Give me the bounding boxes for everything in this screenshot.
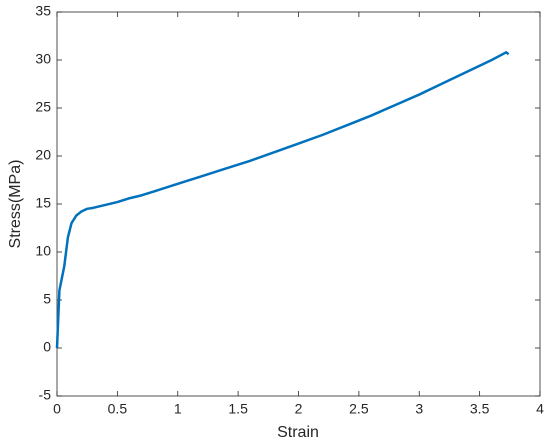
y-tick-label: 10 bbox=[35, 243, 51, 259]
y-tick-label: 30 bbox=[35, 51, 51, 67]
y-tick-label: 20 bbox=[35, 147, 51, 163]
y-tick-label: -5 bbox=[39, 387, 52, 403]
x-tick-label: 2.5 bbox=[349, 401, 369, 417]
y-tick-label: 25 bbox=[35, 99, 51, 115]
x-tick-label: 0.5 bbox=[108, 401, 128, 417]
y-tick-label: 0 bbox=[43, 339, 51, 355]
y-tick-label: 35 bbox=[35, 3, 51, 19]
x-tick-label: 4 bbox=[536, 401, 544, 417]
x-tick-label: 0 bbox=[53, 401, 61, 417]
x-tick-label: 1 bbox=[174, 401, 182, 417]
x-tick-label: 1.5 bbox=[228, 401, 248, 417]
x-tick-label: 3.5 bbox=[470, 401, 490, 417]
y-tick-label: 15 bbox=[35, 195, 51, 211]
x-axis-label: Strain bbox=[277, 424, 319, 441]
axes-box bbox=[56, 11, 541, 397]
data-line bbox=[55, 51, 510, 349]
x-tick-label: 2 bbox=[295, 401, 303, 417]
y-axis-label: Stress(MPa) bbox=[7, 160, 24, 249]
y-tick-label: 5 bbox=[43, 291, 51, 307]
x-tick-label: 3 bbox=[415, 401, 423, 417]
